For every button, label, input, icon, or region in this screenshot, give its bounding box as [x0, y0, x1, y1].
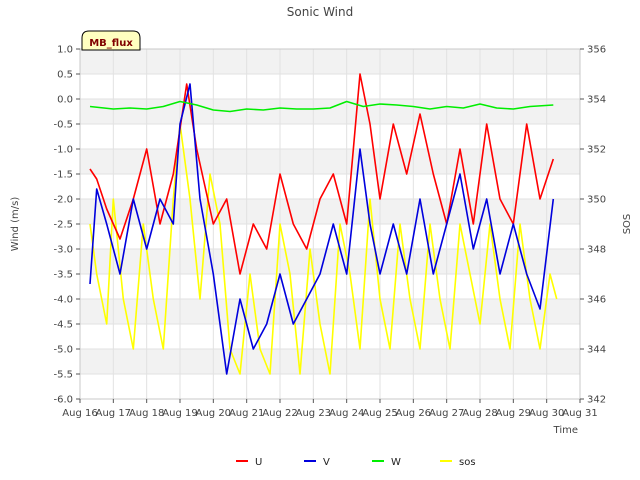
x-tick-label: Aug 17 — [96, 408, 131, 419]
x-tick-label: Aug 20 — [196, 408, 231, 419]
x-axis-label: Time — [553, 425, 578, 436]
y-left-tick-label: 0.0 — [57, 95, 73, 106]
series-u-line — [89, 73, 555, 275]
x-tick-label: Aug 19 — [162, 408, 197, 419]
x-tick-label: Aug 27 — [429, 408, 464, 419]
y-axis-right-label: SOS — [622, 214, 633, 235]
x-tick-label: Aug 26 — [396, 408, 431, 419]
y-left-tick-label: -3.5 — [53, 270, 73, 281]
x-tick-label: Aug 16 — [62, 408, 97, 419]
y-right-tick-label: 356 — [587, 45, 606, 56]
band — [80, 149, 580, 174]
y-left-tick-label: -4.0 — [53, 295, 73, 306]
legend-label: sos — [459, 457, 476, 468]
x-tick-label: Aug 28 — [462, 408, 497, 419]
y-left-tick-label: -3.0 — [53, 245, 73, 256]
x-tick-label: Aug 22 — [262, 408, 297, 419]
x-tick-label: Aug 30 — [529, 408, 564, 419]
x-tick-label: Aug 29 — [496, 408, 531, 419]
y-right-tick-label: 348 — [587, 245, 606, 256]
y-right-tick-label: 354 — [587, 95, 606, 106]
y-left-tick-label: -2.5 — [53, 220, 73, 231]
x-tick-label: Aug 18 — [129, 408, 164, 419]
mb-flux-badge: MB_flux — [81, 30, 141, 51]
y-right-tick-label: 352 — [587, 145, 606, 156]
y-left-tick-label: 0.5 — [57, 70, 73, 81]
legend-label: V — [323, 457, 330, 468]
band — [80, 299, 580, 324]
series-w-line — [89, 100, 554, 113]
x-tick-label: Aug 31 — [562, 408, 597, 419]
y-right-tick-label: 346 — [587, 295, 606, 306]
badge-label: MB_flux — [89, 38, 133, 49]
series-layer — [89, 73, 558, 375]
y-right-tick-label: 344 — [587, 345, 606, 356]
x-tick-label: Aug 21 — [229, 408, 264, 419]
y-axis-right: 356 354 352 350 348 346 344 342 — [580, 45, 606, 406]
y-left-tick-label: -4.5 — [53, 320, 73, 331]
y-right-tick-label: 342 — [587, 395, 606, 406]
series-v-line — [89, 83, 555, 375]
y-left-tick-label: -6.0 — [53, 395, 73, 406]
band — [80, 49, 580, 74]
y-axis-left-label: Wind (m/s) — [10, 197, 21, 252]
y-axis-left: 1.0 0.5 0.0 -0.5 -1.0 -1.5 -2.0 -2.5 -3.0 -3.5 -4.… — [53, 45, 80, 406]
plot-bands — [80, 49, 580, 374]
x-tick-label: Aug 24 — [329, 408, 364, 419]
y-left-tick-label: -2.0 — [53, 195, 73, 206]
legend-label: U — [255, 457, 262, 468]
y-left-tick-label: -5.5 — [53, 370, 73, 381]
y-left-tick-label: -1.0 — [53, 145, 73, 156]
x-tick-label: Aug 23 — [296, 408, 331, 419]
series-sos-line — [89, 123, 558, 375]
legend-label: W — [391, 457, 401, 468]
x-tick-label: Aug 25 — [362, 408, 397, 419]
y-right-tick-label: 350 — [587, 195, 606, 206]
y-left-tick-label: -0.5 — [53, 120, 73, 131]
y-left-tick-label: -1.5 — [53, 170, 73, 181]
band — [80, 99, 580, 124]
y-left-tick-label: -5.0 — [53, 345, 73, 356]
y-left-tick-label: 1.0 — [57, 45, 73, 56]
chart-title: Sonic Wind — [287, 5, 353, 19]
